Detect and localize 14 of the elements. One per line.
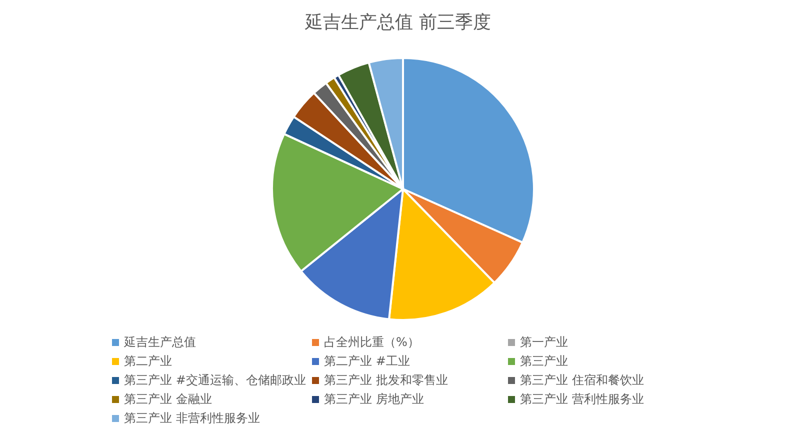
legend-label: 第三产业 营利性服务业 xyxy=(520,390,644,408)
legend-label: 第三产业 批发和零售业 xyxy=(324,372,448,388)
legend-label: 第二产业 xyxy=(124,352,172,370)
legend-label: 第一产业 xyxy=(520,334,568,350)
legend-label: 第三产业 非营利性服务业 xyxy=(124,410,260,426)
legend-label: 第二产业 #工业 xyxy=(324,352,410,370)
chart-title: 延吉生产总值 前三季度 xyxy=(304,11,492,34)
legend-label: 第三产业 xyxy=(520,352,568,370)
legend-label: 第三产业 金融业 xyxy=(124,390,212,408)
legend-label: 第三产业 房地产业 xyxy=(324,390,424,408)
legend-label: 延吉生产总值 xyxy=(124,334,196,350)
legend-label: 第三产业 #交通运输、仓储邮政业 xyxy=(124,372,306,388)
legend-label: 占全州比重（%） xyxy=(324,334,420,350)
legend-label: 第三产业 住宿和餐饮业 xyxy=(520,372,644,388)
